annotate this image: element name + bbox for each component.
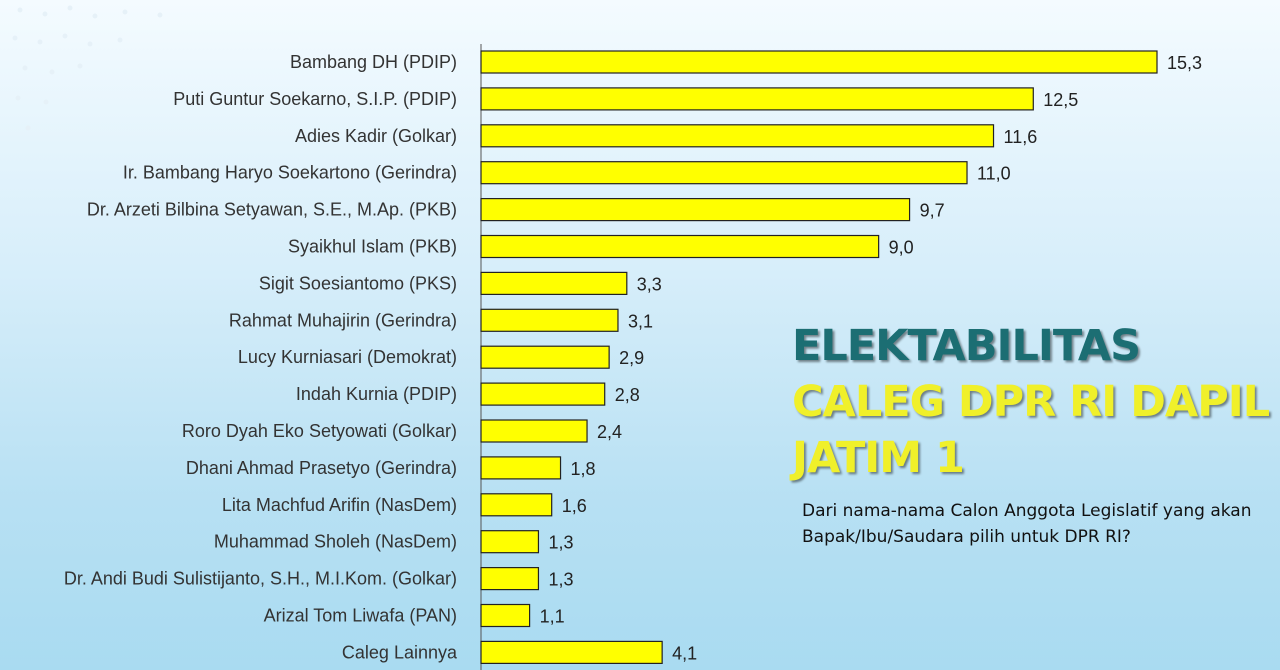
value-label: 1,6 <box>562 496 587 516</box>
value-label: 4,1 <box>672 643 697 663</box>
bar <box>480 566 540 591</box>
bar <box>480 382 606 406</box>
category-label: Indah Kurnia (PDIP) <box>296 384 457 404</box>
value-label: 1,3 <box>548 570 573 590</box>
bar <box>480 493 553 517</box>
bar <box>480 530 540 554</box>
value-label: 11,0 <box>977 164 1011 184</box>
value-label: 11,6 <box>1004 127 1038 147</box>
value-label: 2,9 <box>619 348 644 368</box>
category-label: Sigit Soesiantomo (PKS) <box>259 273 457 293</box>
bar <box>480 124 995 148</box>
category-label: Syaikhul Islam (PKB) <box>288 237 457 257</box>
value-label: 9,0 <box>889 238 914 258</box>
value-label: 1,1 <box>540 607 565 627</box>
title-line-3: JATIM 1 <box>792 433 965 483</box>
bar <box>480 87 1034 111</box>
category-label: Bambang DH (PDIP) <box>290 52 457 72</box>
value-label: 9,7 <box>920 201 945 221</box>
value-label: 2,8 <box>615 385 640 405</box>
category-label: Caleg Lainnya <box>342 642 458 662</box>
chart-title: ELEKTABILITAS CALEG DPR RI DAPIL JATIM 1 <box>792 318 1270 486</box>
survey-question: Dari nama-nama Calon Anggota Legislatif … <box>802 501 1252 547</box>
bar <box>480 50 1158 74</box>
category-label: Rahmat Muhajirin (Gerindra) <box>229 310 457 330</box>
category-label: Lita Machfud Arifin (NasDem) <box>222 495 457 515</box>
category-label: Lucy Kurniasari (Demokrat) <box>238 347 457 367</box>
decorative-dot-pattern <box>12 5 163 131</box>
value-label: 2,4 <box>597 422 622 442</box>
bar <box>480 234 880 259</box>
bar <box>480 419 588 443</box>
value-label: 15,3 <box>1167 53 1202 73</box>
value-label: 3,3 <box>637 274 662 294</box>
bar <box>480 456 562 480</box>
bar <box>480 640 663 665</box>
bar <box>480 198 911 222</box>
bar <box>480 603 531 628</box>
category-label: Dhani Ahmad Prasetyo (Gerindra) <box>186 458 457 478</box>
bar <box>480 161 968 185</box>
category-label: Muhammad Sholeh (NasDem) <box>214 532 457 552</box>
category-label: Dr. Andi Budi Sulistijanto, S.H., M.I.Ko… <box>64 569 457 589</box>
category-label: Arizal Tom Liwafa (PAN) <box>264 606 457 626</box>
category-label: Roro Dyah Eko Setyowati (Golkar) <box>182 421 457 441</box>
title-line-2: CALEG DPR RI DAPIL <box>792 377 1270 427</box>
bar <box>480 271 628 295</box>
value-label: 3,1 <box>628 311 653 331</box>
category-label: Puti Guntur Soekarno, S.I.P. (PDIP) <box>173 89 457 109</box>
category-label: Adies Kadir (Golkar) <box>295 126 457 146</box>
bar <box>480 345 610 369</box>
category-label: Dr. Arzeti Bilbina Setyawan, S.E., M.Ap.… <box>87 200 457 220</box>
value-label: 1,3 <box>548 533 573 553</box>
title-line-1: ELEKTABILITAS <box>792 321 1141 371</box>
value-label: 1,8 <box>571 459 596 479</box>
category-label: Ir. Bambang Haryo Soekartono (Gerindra) <box>123 163 457 183</box>
bar <box>480 308 619 332</box>
value-label: 12,5 <box>1043 90 1078 110</box>
